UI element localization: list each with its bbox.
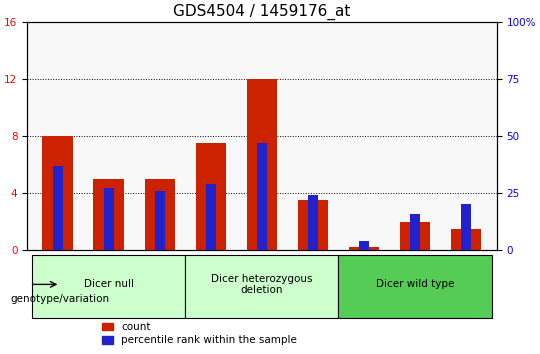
FancyBboxPatch shape: [185, 255, 339, 318]
Bar: [257, 143, 267, 250]
Bar: [145, 179, 175, 250]
Bar: [195, 143, 226, 250]
Text: Dicer null: Dicer null: [84, 279, 134, 290]
Bar: [104, 188, 114, 250]
Bar: [349, 247, 379, 250]
Bar: [451, 229, 481, 250]
FancyBboxPatch shape: [339, 255, 491, 318]
Legend: count, percentile rank within the sample: count, percentile rank within the sample: [103, 322, 297, 345]
FancyBboxPatch shape: [32, 255, 185, 318]
Bar: [410, 213, 420, 250]
Bar: [206, 184, 216, 250]
Bar: [298, 200, 328, 250]
Bar: [400, 222, 430, 250]
Bar: [247, 79, 277, 250]
Bar: [308, 195, 318, 250]
Bar: [53, 166, 63, 250]
Text: Dicer wild type: Dicer wild type: [376, 279, 454, 290]
Bar: [461, 205, 471, 250]
Text: Dicer heterozygous
deletion: Dicer heterozygous deletion: [211, 274, 313, 295]
Text: genotype/variation: genotype/variation: [11, 294, 110, 304]
Title: GDS4504 / 1459176_at: GDS4504 / 1459176_at: [173, 4, 350, 21]
Bar: [43, 136, 73, 250]
Bar: [155, 191, 165, 250]
Bar: [359, 241, 369, 250]
Bar: [93, 179, 124, 250]
